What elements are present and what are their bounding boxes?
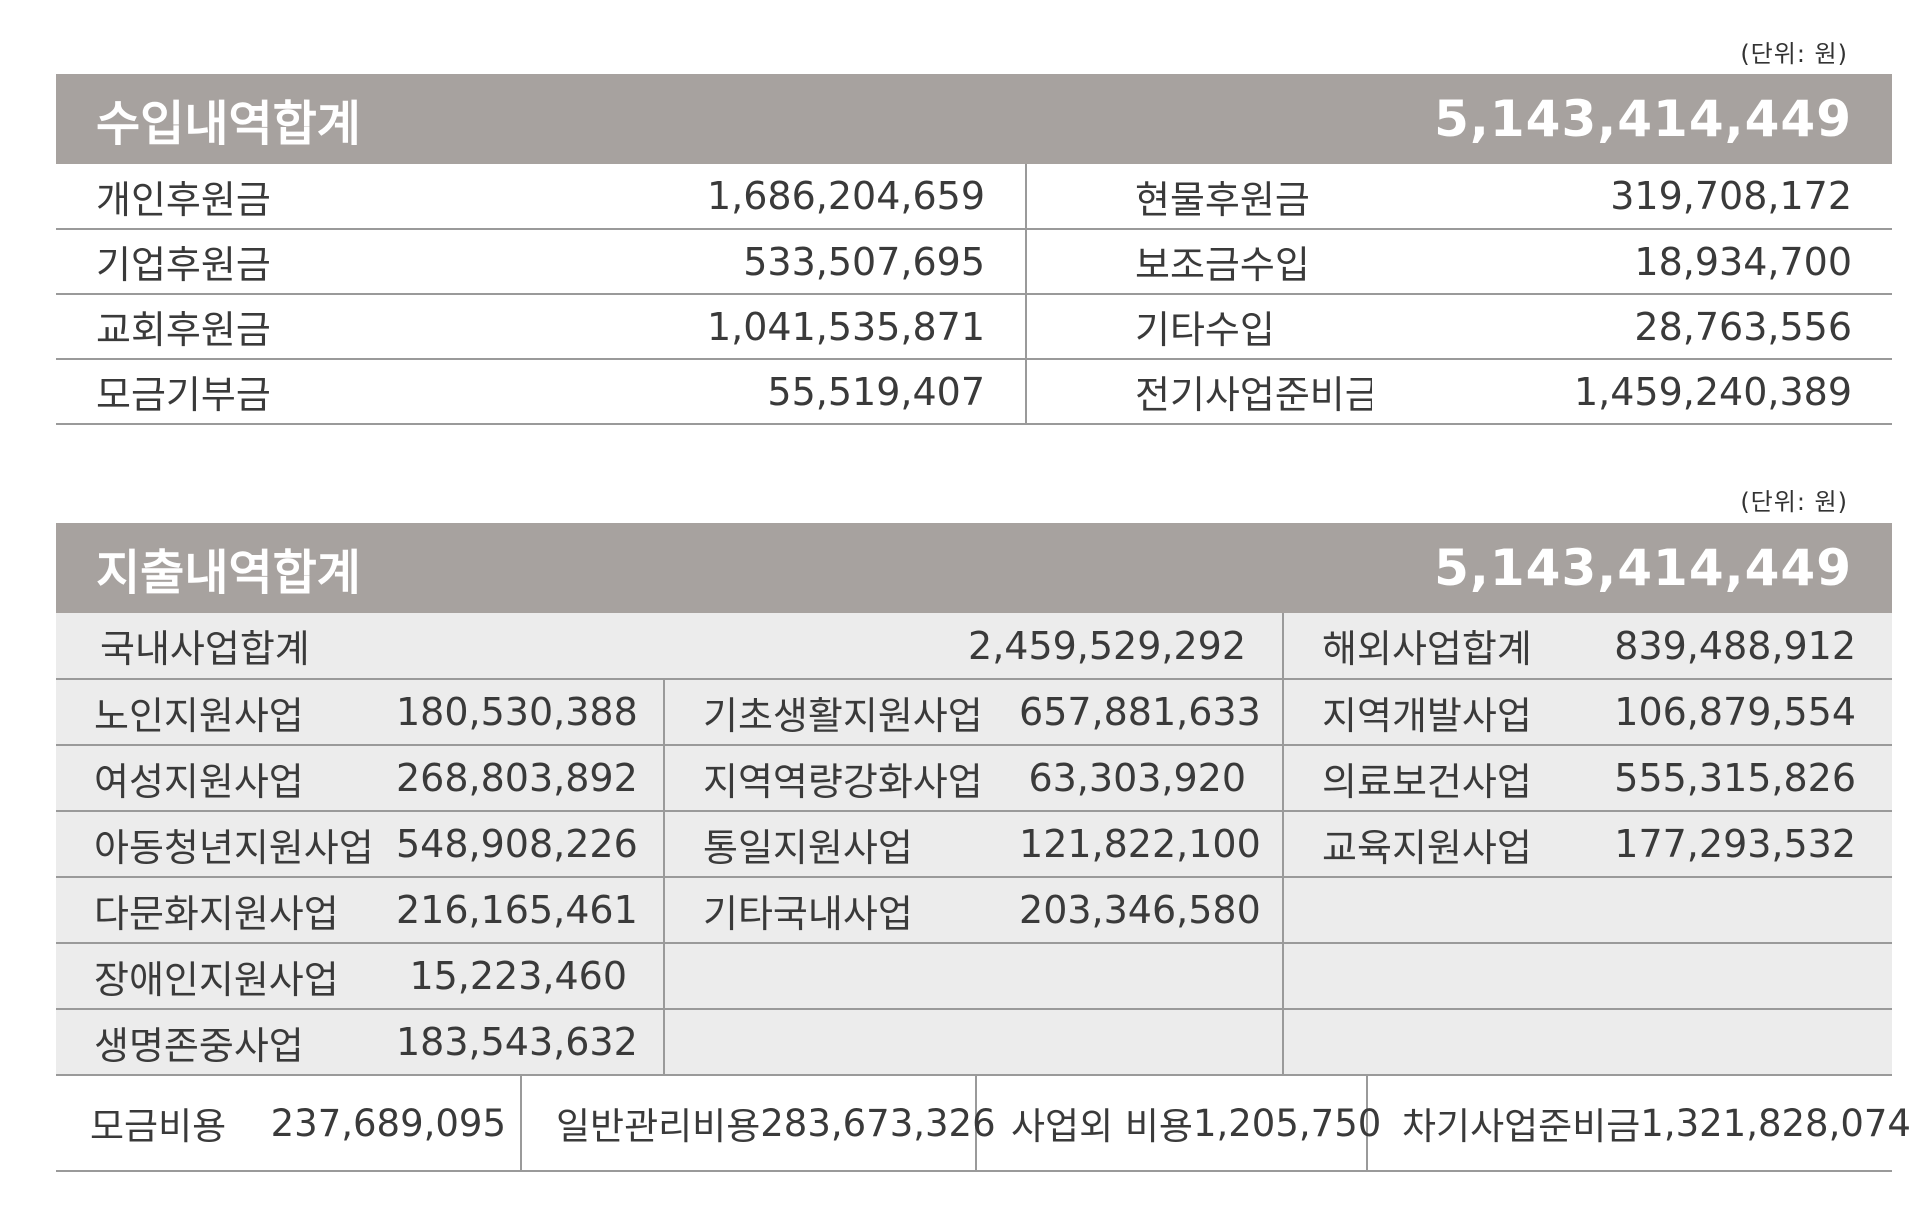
admin-cost-value: 283,673,326 [760,1101,996,1145]
income-value: 1,459,240,389 [1372,359,1892,425]
fundraising-cost-cell: 모금비용 237,689,095 [56,1076,522,1170]
next-reserve-label: 차기사업준비금 [1402,1105,1641,1148]
expense-value: 548,908,226 [396,811,666,878]
non-business-cost-cell: 사업외 비용 1,205,750 [977,1076,1381,1170]
income-label: 보조금수입 [1026,229,1372,295]
table-row: 모금기부금 55,519,407 전기사업준비금 1,459,240,389 [56,359,1892,425]
expense-label: 의료보건사업 [1283,745,1584,812]
expense-value: 216,165,461 [396,877,666,944]
income-value: 1,686,204,659 [421,164,1027,230]
income-value: 319,708,172 [1372,164,1892,230]
non-business-cost-label: 사업외 비용 [1011,1105,1193,1148]
table-row: 개인후원금 1,686,204,659 현물후원금 319,708,172 [56,164,1892,230]
income-label: 기업후원금 [56,229,421,295]
expense-label: 노인지원사업 [56,679,396,746]
income-total: 5,143,414,449 [1434,90,1852,148]
expense-label: 기타국내사업 [664,877,1020,944]
table-row: 국내사업합계 2,459,529,292 해외사업합계 839,488,912 [56,613,1893,680]
income-unit-label: (단위: 원) [1740,40,1848,68]
income-value: 55,519,407 [421,359,1027,425]
expense-label [1283,1009,1584,1076]
expense-unit-label: (단위: 원) [1740,488,1848,516]
expense-value: 106,879,554 [1583,679,1893,746]
domestic-total-value: 2,459,529,292 [664,613,1285,680]
table-row: 기업후원금 533,507,695 보조금수입 18,934,700 [56,229,1892,295]
expense-value [1019,943,1285,1010]
fundraising-cost-value: 237,689,095 [270,1101,506,1145]
expense-value: 203,346,580 [1019,877,1285,944]
admin-cost-label: 일반관리비용 [556,1105,761,1148]
non-business-cost-value: 1,205,750 [1192,1101,1382,1145]
expense-label: 기초생활지원사업 [664,679,1020,746]
expense-label: 여성지원사업 [56,745,396,812]
expense-label [664,1009,1020,1076]
expense-label [664,943,1020,1010]
expense-label: 장애인지원사업 [56,943,396,1010]
expense-value: 657,881,633 [1019,679,1285,746]
income-value: 28,763,556 [1372,294,1892,360]
expense-value: 121,822,100 [1019,811,1285,878]
expense-label: 아동청년지원사업 [56,811,396,878]
expense-value: 15,223,460 [396,943,666,1010]
income-value: 18,934,700 [1372,229,1892,295]
expense-title: 지출내역합계 [96,545,361,601]
income-title: 수입내역합계 [96,96,361,152]
next-reserve-cell: 차기사업준비금 1,321,828,074 [1368,1076,1911,1170]
expense-value: 555,315,826 [1583,745,1893,812]
table-row: 여성지원사업 268,803,892 지역역량강화사업 63,303,920 의… [56,745,1893,812]
expense-label [1283,943,1584,1010]
table-row: 교회후원금 1,041,535,871 기타수입 28,763,556 [56,294,1892,360]
income-label: 교회후원금 [56,294,421,360]
expense-label: 지역역량강화사업 [664,745,1020,812]
expense-value: 183,543,632 [396,1009,666,1076]
expense-value [1583,877,1893,944]
expense-value [1019,1009,1285,1076]
income-label: 모금기부금 [56,359,421,425]
expense-label: 통일지원사업 [664,811,1020,878]
table-row: 다문화지원사업 216,165,461 기타국내사업 203,346,580 [56,877,1893,944]
expense-value [1583,943,1893,1010]
expense-header: 지출내역합계 5,143,414,449 [56,523,1892,613]
expense-section: 지출내역합계 5,143,414,449 국내사업합계 2,459,529,29… [56,523,1911,1172]
admin-cost-cell: 일반관리비용 283,673,326 [522,1076,996,1170]
expense-value: 268,803,892 [396,745,666,812]
table-row: 아동청년지원사업 548,908,226 통일지원사업 121,822,100 … [56,811,1893,878]
income-table: 개인후원금 1,686,204,659 현물후원금 319,708,172 기업… [56,164,1892,425]
expense-value: 180,530,388 [396,679,666,746]
expense-value: 177,293,532 [1583,811,1893,878]
income-value: 1,041,535,871 [421,294,1027,360]
overseas-total-label: 해외사업합계 [1283,613,1584,680]
income-header: 수입내역합계 5,143,414,449 [56,74,1892,164]
expense-label: 지역개발사업 [1283,679,1584,746]
next-reserve-value: 1,321,828,074 [1640,1101,1911,1145]
income-label: 개인후원금 [56,164,421,230]
expense-table: 국내사업합계 2,459,529,292 해외사업합계 839,488,912 … [56,613,1893,1076]
expense-label: 다문화지원사업 [56,877,396,944]
income-label: 기타수입 [1026,294,1372,360]
expense-total: 5,143,414,449 [1434,539,1852,597]
income-label: 전기사업준비금 [1026,359,1372,425]
income-value: 533,507,695 [421,229,1027,295]
fundraising-cost-label: 모금비용 [90,1105,227,1148]
income-section: 수입내역합계 5,143,414,449 개인후원금 1,686,204,659… [56,74,1892,425]
domestic-total-label: 국내사업합계 [56,613,665,680]
expense-other-row: 모금비용 237,689,095 일반관리비용 283,673,326 사업외 … [56,1076,1911,1172]
expense-label: 교육지원사업 [1283,811,1584,878]
expense-label [1283,877,1584,944]
table-row: 노인지원사업 180,530,388 기초생활지원사업 657,881,633 … [56,679,1893,746]
table-row: 생명존중사업 183,543,632 [56,1009,1893,1076]
table-row: 장애인지원사업 15,223,460 [56,943,1893,1010]
expense-value [1583,1009,1893,1076]
income-label: 현물후원금 [1026,164,1372,230]
expense-label: 생명존중사업 [56,1009,396,1076]
expense-value: 63,303,920 [1019,745,1285,812]
overseas-total-value: 839,488,912 [1583,613,1893,680]
